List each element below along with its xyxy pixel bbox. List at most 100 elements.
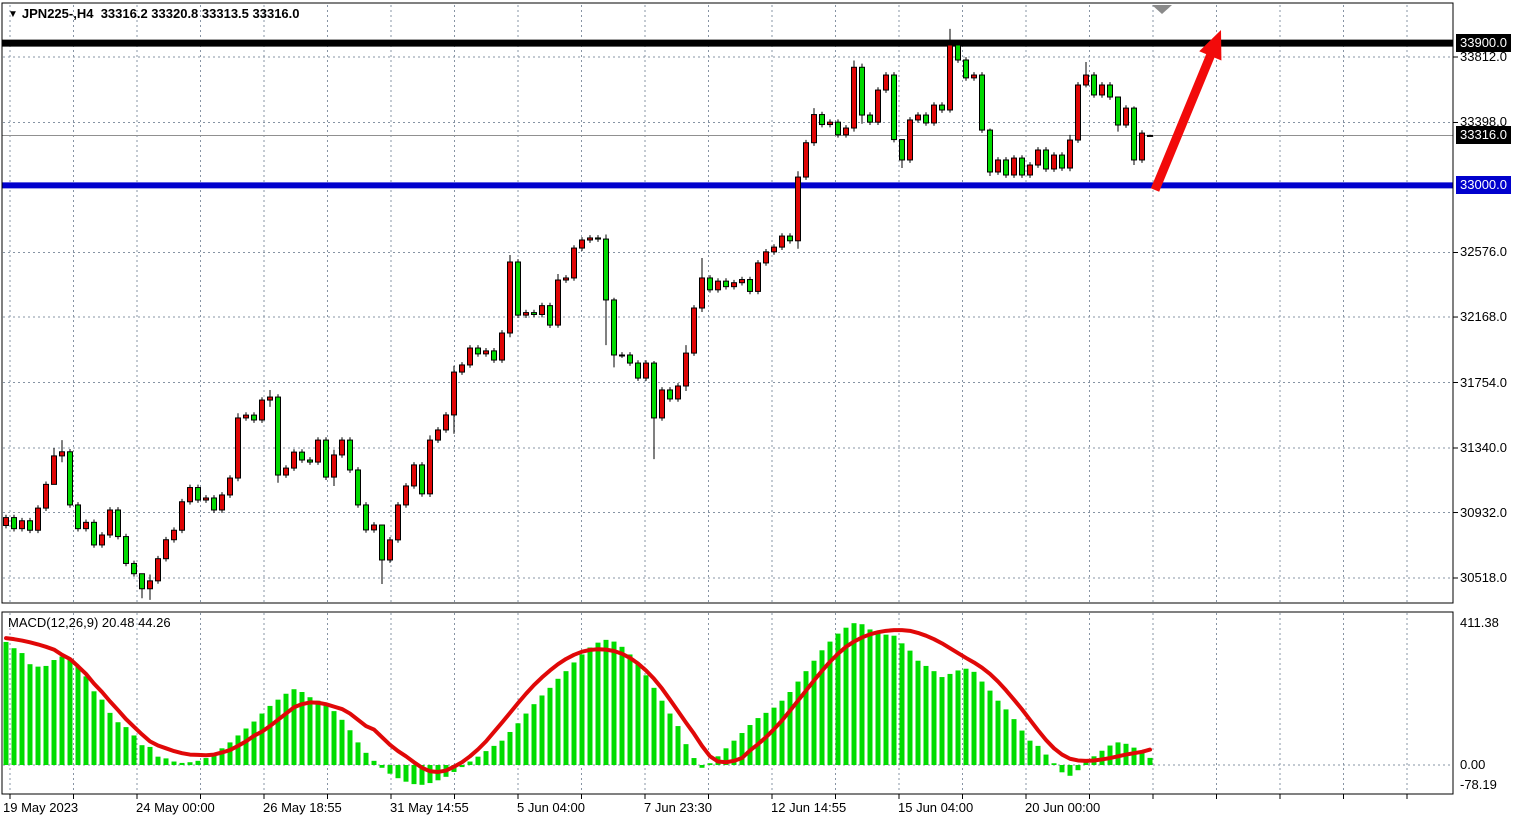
date-tick-label: 24 May 00:00 <box>136 800 215 815</box>
candle-body <box>483 350 489 355</box>
candle-body <box>931 104 937 124</box>
candle-body <box>643 362 649 379</box>
candle-body <box>331 454 337 478</box>
candle-body <box>659 389 665 419</box>
candle-body <box>19 520 25 530</box>
macd-bar <box>427 765 433 784</box>
candle-body <box>51 455 57 485</box>
macd-bar <box>539 695 545 765</box>
macd-bar <box>923 665 929 765</box>
macd-bar <box>1131 747 1137 765</box>
candle-body <box>27 520 33 531</box>
macd-bar <box>3 641 9 765</box>
macd-bar <box>723 748 729 765</box>
candle-body <box>123 536 129 564</box>
candle-body <box>139 573 145 590</box>
candle-body <box>867 114 873 123</box>
candle-body <box>555 279 561 326</box>
macd-bar <box>1043 754 1049 765</box>
candle-body <box>435 429 441 441</box>
macd-bar <box>531 704 537 765</box>
macd-bar <box>355 742 361 765</box>
macd-bar <box>1011 719 1017 765</box>
candle-body <box>747 279 753 292</box>
macd-bar <box>1147 757 1153 765</box>
candle-body <box>667 389 673 400</box>
macd-bar <box>555 678 561 765</box>
candle-body <box>347 439 353 471</box>
macd-bar <box>35 666 41 765</box>
price-tick-label: 31754.0 <box>1460 374 1507 390</box>
macd-bar <box>1027 740 1033 765</box>
candle-body <box>987 129 993 173</box>
main-panel-border <box>1 2 1454 604</box>
candle-body <box>1107 84 1113 98</box>
candle-body <box>899 139 905 161</box>
price-tick-label: 32576.0 <box>1460 244 1507 260</box>
candle-body <box>171 529 177 541</box>
candle-body <box>891 74 897 141</box>
macd-bar <box>1139 752 1145 765</box>
candle-body <box>1091 74 1097 96</box>
candle-body <box>923 114 929 124</box>
candle-body <box>699 277 705 309</box>
macd-bar <box>395 765 401 779</box>
candle-body <box>187 487 193 503</box>
macd-bar <box>139 745 145 765</box>
date-tick-label: 19 May 2023 <box>3 800 79 815</box>
chart-shift-marker-icon[interactable] <box>1152 5 1172 14</box>
macd-signal-line <box>4 628 1152 774</box>
candle-body <box>587 237 593 241</box>
macd-bar <box>651 687 657 765</box>
candle-body <box>939 104 945 111</box>
candle-body <box>683 352 689 387</box>
macd-bar <box>547 687 553 765</box>
macd-bar <box>91 691 97 765</box>
candle-body <box>147 580 153 590</box>
candle-body <box>955 44 961 61</box>
macd-bar <box>267 705 273 765</box>
macd-bar <box>691 758 697 765</box>
candle-body <box>827 121 833 126</box>
candle-body <box>635 362 641 379</box>
macd-bar <box>227 742 233 765</box>
macd-bar <box>195 760 201 765</box>
candle-body <box>531 312 537 315</box>
macd-bar <box>307 697 313 765</box>
price-axis[interactable]: 33812.0 33398.0 32576.0 32168.0 31754.0 31340… <box>1456 0 1528 825</box>
candle-body <box>779 235 785 248</box>
macd-bar <box>419 765 425 785</box>
macd-bar <box>99 699 105 765</box>
macd-bar <box>291 689 297 765</box>
macd-bar <box>851 623 857 765</box>
trend-arrow-head[interactable] <box>1199 30 1222 61</box>
trend-arrow-shaft[interactable] <box>1150 48 1217 192</box>
macd-bar <box>51 660 57 765</box>
candle-body <box>571 247 577 279</box>
macd-bar <box>947 673 953 765</box>
macd-bar <box>779 700 785 765</box>
candle-body <box>859 66 865 116</box>
candle-body <box>875 89 881 123</box>
macd-bar <box>643 675 649 765</box>
price-level-badge: 33000.0 <box>1456 176 1511 195</box>
candle-body <box>1051 154 1057 170</box>
candle-body <box>851 66 857 129</box>
macd-bar <box>371 760 377 765</box>
candle-body <box>291 451 297 469</box>
candle-body <box>947 44 953 111</box>
candle-body <box>403 485 409 506</box>
candle-body <box>603 238 609 301</box>
macd-bar <box>595 642 601 765</box>
macd-bar <box>1075 765 1081 771</box>
candle-body <box>387 539 393 561</box>
time-axis[interactable]: 19 May 2023 24 May 00:00 26 May 18:55 31 Ma… <box>0 798 1528 825</box>
macd-bar <box>731 740 737 765</box>
macd-bar <box>467 761 473 765</box>
candle-body <box>979 74 985 131</box>
macd-bar <box>283 693 289 765</box>
candle-body <box>395 504 401 541</box>
macd-bar <box>579 654 585 765</box>
